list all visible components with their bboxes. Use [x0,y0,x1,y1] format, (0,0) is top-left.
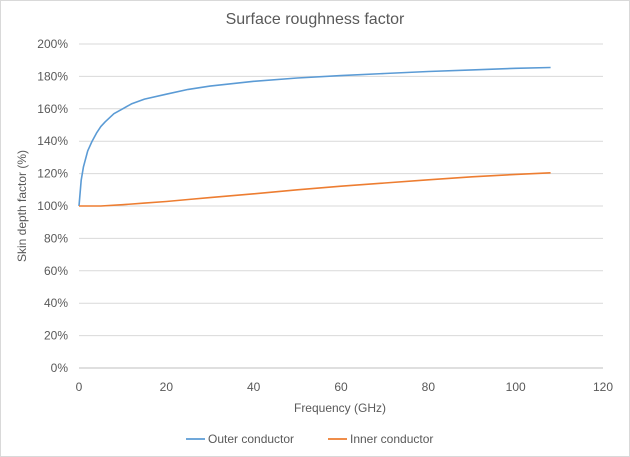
gridlines [79,43,603,337]
legend-label: Inner conductor [350,432,433,446]
x-tick-label: 20 [160,380,174,394]
y-tick-label: 0% [51,361,69,375]
y-tick-label: 60% [44,264,68,278]
x-tick-label: 60 [334,380,348,394]
y-tick-label: 80% [44,231,68,245]
y-tick-label: 40% [44,296,68,310]
x-tick-labels: 0 20 40 60 80 100 120 [76,380,614,394]
x-tick-label: 80 [422,380,436,394]
chart-title: Surface roughness factor [226,11,405,28]
series-line-1 [78,66,551,207]
legend-label: Outer conductor [208,432,294,446]
y-tick-label: 160% [37,102,68,116]
y-tick-label: 180% [37,69,68,83]
x-tick-label: 120 [593,380,613,394]
y-tick-label: 100% [37,199,68,213]
x-axis-title: Frequency (GHz) [294,401,386,415]
series-line-2 [79,172,551,207]
series-lines [78,66,551,207]
y-tick-label: 200% [37,37,68,51]
y-tick-label: 120% [37,167,68,181]
x-tick-label: 100 [506,380,526,394]
x-tick-label: 0 [76,380,83,394]
y-tick-label: 140% [37,134,68,148]
x-tick-label: 40 [247,380,261,394]
y-tick-label: 20% [44,329,68,343]
y-axis-title: Skin depth factor (%) [15,150,29,262]
y-tick-labels: 0% 20% 40% 60% 80% 100% 120% 140% 160% 180% 200% [37,37,68,375]
legend: Outer conductor Inner conductor [186,432,433,446]
